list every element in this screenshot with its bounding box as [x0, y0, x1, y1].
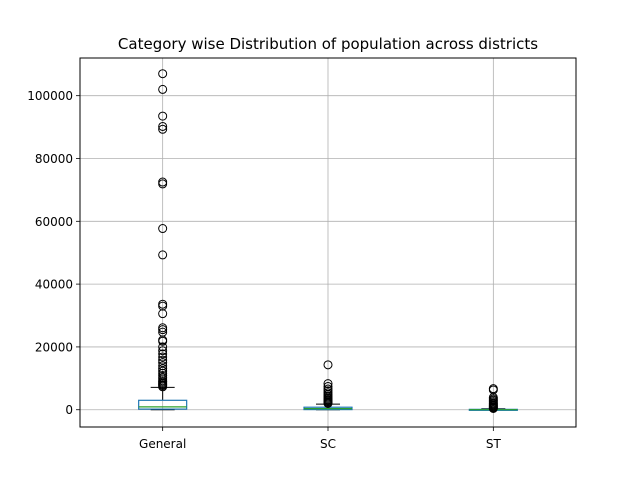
outlier-point: [158, 250, 168, 260]
y-tick-label: 40000: [35, 278, 73, 292]
outlier-point: [158, 177, 168, 187]
box-general: [138, 69, 188, 411]
outlier-point: [158, 323, 168, 333]
outlier-point: [158, 358, 168, 368]
axes-frame: [79, 57, 577, 428]
y-tick-label: 0: [65, 403, 73, 417]
iqr-box: [138, 399, 188, 410]
outlier-point: [323, 379, 333, 389]
y-tick-label: 60000: [35, 215, 73, 229]
outlier-point: [158, 342, 168, 352]
outlier-point: [158, 111, 168, 121]
y-tick-label: 20000: [35, 340, 73, 354]
outlier-point: [158, 349, 168, 359]
outlier-point: [323, 381, 333, 391]
box-sc: [303, 360, 353, 411]
outlier-point: [158, 346, 168, 356]
outlier-point: [158, 69, 168, 79]
outlier-point: [158, 361, 168, 371]
x-tick-label: General: [139, 437, 186, 451]
outlier-point: [158, 124, 168, 134]
y-tick-label: 80000: [35, 152, 73, 166]
outlier-point: [488, 384, 498, 394]
y-tick-label: 100000: [27, 89, 73, 103]
outlier-point: [158, 224, 168, 234]
axis-ticks: 0 20000 40000 60000 80000 100000 General SC ST: [27, 89, 501, 451]
outlier-point: [158, 355, 168, 365]
outlier-point: [323, 360, 333, 370]
chart-title: Category wise Distribution of population…: [118, 35, 538, 53]
box-st: [468, 384, 518, 413]
outlier-point: [158, 370, 168, 380]
box-layer: [138, 69, 518, 413]
outlier-point: [158, 327, 168, 337]
outlier-point: [323, 384, 333, 394]
x-tick-label: ST: [486, 437, 502, 451]
outlier-point: [158, 121, 168, 131]
outlier-point: [158, 299, 168, 309]
outlier-point: [158, 84, 168, 94]
outlier-point: [158, 352, 168, 362]
x-tick-label: SC: [320, 437, 336, 451]
